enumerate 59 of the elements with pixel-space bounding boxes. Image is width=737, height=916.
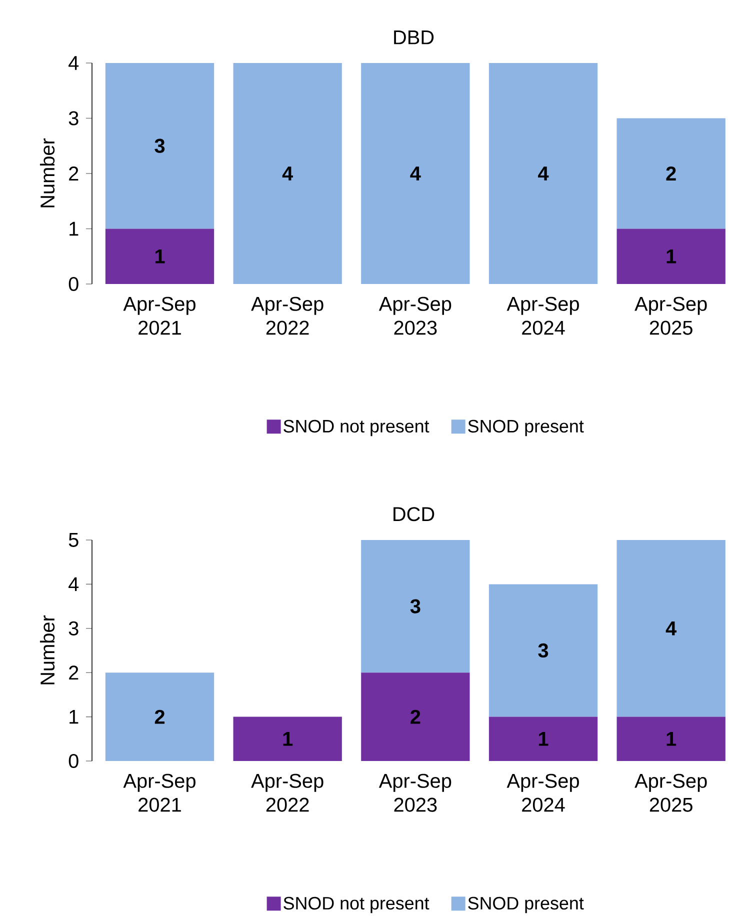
data-label: 1 [538, 732, 548, 746]
chart-title: DCD [394, 507, 434, 522]
y-axis-title: Number [40, 615, 55, 684]
bar [616, 716, 726, 761]
bar [233, 62, 342, 284]
data-label: 1 [666, 732, 676, 746]
x-tick-label: Apr-Sep 2025 [634, 774, 707, 812]
bar [616, 228, 726, 284]
x-tick-label: Apr-Sep 2023 [378, 774, 452, 812]
legend-label: SNOD present [468, 420, 584, 436]
x-tick-label: Apr-Sep 2022 [251, 774, 324, 812]
legend-label: SNOD not present [284, 896, 430, 914]
data-label: 4 [538, 166, 549, 180]
y-tick-label: 2 [69, 166, 78, 180]
bar [105, 672, 214, 761]
bar [488, 62, 598, 284]
y-axis-title: Number [40, 138, 55, 208]
data-label: 3 [154, 138, 165, 153]
x-tick-label: Apr-Sep 2022 [251, 296, 324, 335]
legend-label: SNOD not present [284, 420, 430, 436]
data-label: 2 [410, 710, 420, 724]
x-tick-label: Apr-Sep 2021 [123, 296, 196, 335]
y-tick-label: 5 [68, 533, 78, 547]
y-tick-label: 1 [70, 710, 78, 724]
bar [105, 228, 214, 284]
data-label: 4 [410, 166, 421, 180]
bar [616, 118, 726, 229]
data-label: 1 [155, 250, 165, 264]
x-tick-label: Apr-Sep 2024 [506, 296, 579, 335]
y-tick-label: 0 [68, 754, 78, 768]
legend-label: SNOD present [468, 896, 584, 914]
y-tick-label: 2 [69, 666, 78, 680]
data-label: 1 [666, 250, 676, 264]
x-tick-label: Apr-Sep 2021 [123, 774, 196, 812]
data-label: 1 [283, 732, 293, 746]
chart-title: DBD [394, 30, 434, 44]
data-label: 2 [154, 710, 164, 724]
bar [616, 540, 726, 717]
bar [488, 584, 598, 717]
bar [233, 716, 342, 761]
data-label: 4 [666, 622, 677, 636]
bar [105, 62, 214, 229]
x-tick-label: Apr-Sep 2023 [378, 296, 452, 335]
y-tick-label: 1 [70, 222, 78, 236]
data-label: 2 [666, 166, 676, 180]
y-tick-label: 0 [68, 276, 78, 292]
bar [361, 62, 470, 284]
bar [361, 672, 470, 761]
bar [488, 716, 598, 761]
y-tick-label: 4 [68, 56, 79, 70]
y-tick-label: 3 [68, 621, 78, 636]
y-tick-label: 3 [68, 111, 78, 126]
data-label: 3 [538, 643, 548, 658]
bar [361, 540, 470, 673]
data-label: 4 [282, 166, 294, 180]
x-tick-label: Apr-Sep 2024 [506, 774, 579, 812]
y-tick-label: 4 [68, 577, 79, 592]
data-label: 3 [410, 599, 420, 614]
x-tick-label: Apr-Sep 2025 [634, 296, 707, 335]
